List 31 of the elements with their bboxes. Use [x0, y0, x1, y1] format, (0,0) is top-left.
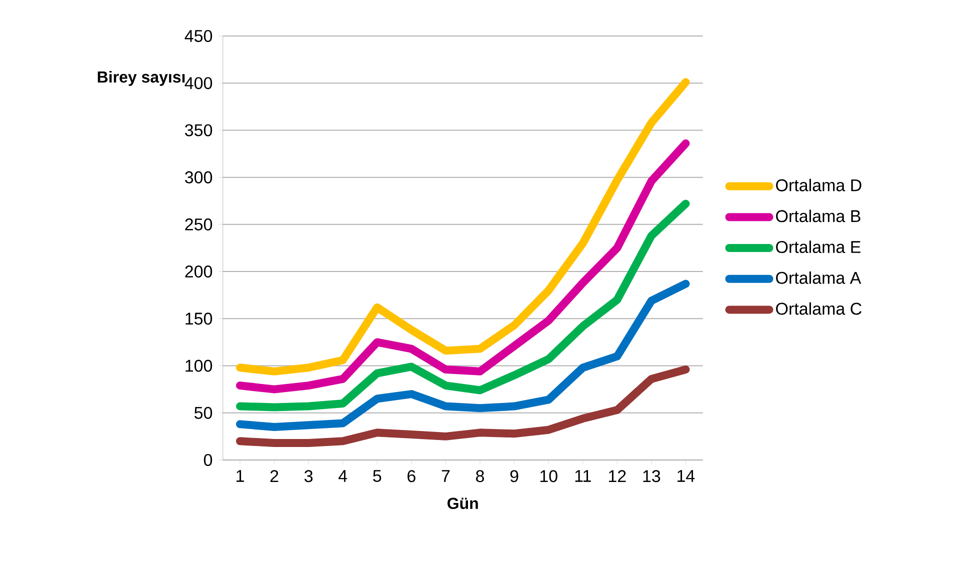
y-axis-title: Birey sayısı: [98, 70, 185, 86]
x-tick-label: 5: [373, 470, 382, 482]
y-tick-label: 450: [184, 30, 212, 42]
x-tick-label: 6: [408, 470, 416, 482]
y-tick-label: 100: [186, 360, 212, 372]
y-tick-label: 0: [204, 454, 212, 466]
x-tick-label: 8: [476, 470, 484, 482]
x-tick-label: 12: [608, 470, 626, 482]
x-axis-title: Gün: [448, 498, 478, 510]
x-tick-label: 7: [442, 470, 450, 482]
y-tick-label: 150: [186, 312, 212, 325]
y-tick-label: 250: [185, 218, 212, 230]
x-tick-label: 3: [304, 470, 313, 482]
legend-label: Ortalama E: [776, 240, 860, 254]
legend-label: Ortalama B: [776, 210, 860, 222]
x-tick-label: 14: [678, 470, 695, 482]
y-tick-label: 350: [185, 124, 212, 136]
x-tick-label: 9: [510, 470, 518, 482]
legend-label: Ortalama A: [776, 271, 862, 284]
x-tick-label: 2: [270, 470, 278, 482]
x-tick-label: 13: [643, 470, 660, 482]
y-tick-label: 200: [185, 266, 212, 278]
x-tick-label: 10: [540, 470, 558, 482]
y-tick-label: 50: [194, 406, 212, 419]
y-tick-label: 400: [184, 77, 212, 90]
y-tick-label: 300: [185, 171, 212, 184]
x-tick-label: 11: [575, 470, 591, 482]
legend-label: Ortalama D: [776, 178, 862, 192]
x-tick-label: 1: [236, 470, 244, 482]
legend-label: Ortalama C: [776, 302, 862, 315]
x-tick-label: 4: [338, 470, 348, 482]
